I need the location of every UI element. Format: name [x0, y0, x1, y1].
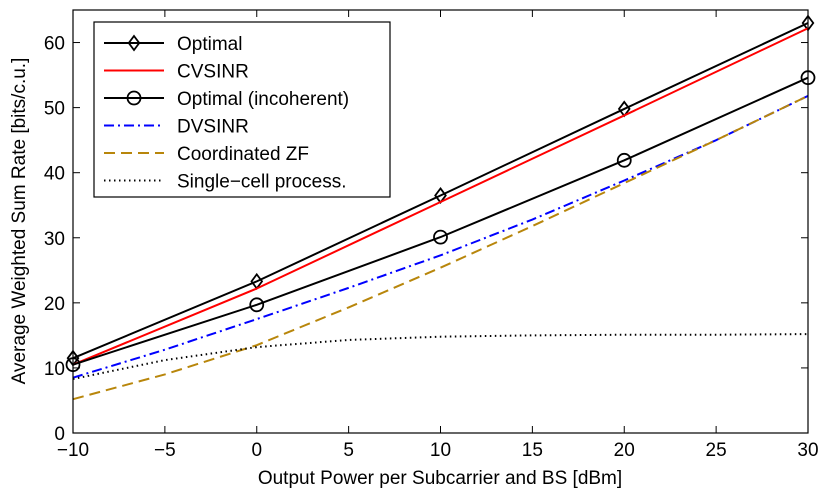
legend-marker	[126, 90, 142, 106]
y-tick-label: 10	[44, 359, 65, 380]
series-line	[72, 22, 809, 360]
legend-label: Coordinated ZF	[177, 144, 309, 165]
y-tick-label: 30	[44, 229, 65, 250]
series-line	[72, 333, 809, 380]
x-tick-label: 15	[522, 440, 543, 461]
x-tick-label: 25	[706, 440, 727, 461]
legend-label: Optimal (incoherent)	[177, 89, 349, 110]
y-tick-label: 40	[44, 164, 65, 185]
legend: Optimal CVSINR Optimal (incoherent) DVSINR C…	[93, 21, 391, 198]
y-tick-label: 20	[44, 294, 65, 315]
series-layer	[65, 14, 816, 401]
data-point	[249, 297, 265, 313]
legend-box	[93, 21, 391, 198]
legend-label: DVSINR	[177, 117, 249, 138]
x-tick-label: 5	[343, 440, 354, 461]
data-point	[616, 152, 632, 168]
series-1	[72, 27, 809, 366]
data-point	[433, 229, 448, 245]
x-axis-label: Output Power per Subcarrier and BS [dBm]	[258, 468, 622, 489]
tick-layer: −10 −5 0 5 10 15 20 25 30 0 10 20 30 40 50 60	[44, 10, 819, 461]
series-line	[72, 94, 809, 401]
y-tick-label: 0	[54, 424, 65, 445]
y-tick-label: 60	[44, 34, 65, 55]
series-line	[72, 76, 809, 366]
x-tick-label: −5	[154, 440, 176, 461]
y-axis-label: Average Weighted Sum Rate [bits/c.u.]	[9, 58, 30, 385]
legend-label: CVSINR	[177, 62, 249, 83]
x-tick-label: 0	[251, 440, 262, 461]
x-tick-label: 30	[797, 440, 818, 461]
x-tick-label: 10	[430, 440, 451, 461]
series-3	[72, 94, 809, 379]
x-tick-label: 20	[614, 440, 635, 461]
y-tick-label: 50	[44, 99, 65, 120]
series-4	[72, 94, 809, 401]
legend-label: Optimal	[177, 34, 242, 55]
legend-marker	[127, 34, 141, 52]
series-5	[72, 333, 809, 380]
series-line	[72, 94, 809, 379]
x-tick-label: −10	[57, 440, 89, 461]
series-line	[72, 27, 809, 366]
legend-label: Single−cell process.	[177, 172, 347, 193]
